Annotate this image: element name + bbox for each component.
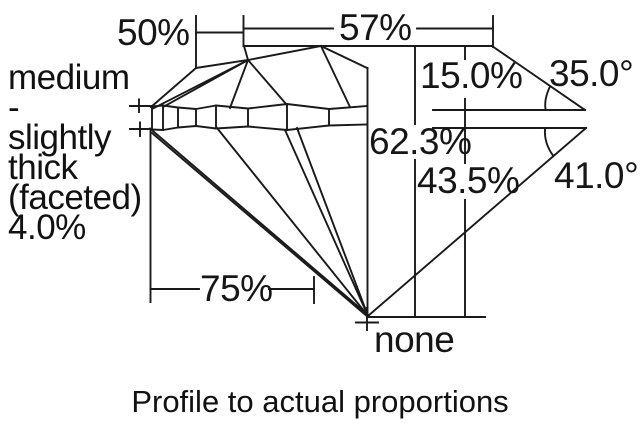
girdle-tick-marks bbox=[129, 98, 152, 137]
crown-facets bbox=[149, 44, 369, 110]
girdle-description-line: - bbox=[8, 88, 20, 127]
girdle-description-line: medium bbox=[8, 58, 130, 97]
girdle-description: medium - slightly thick (faceted) 4.0% bbox=[8, 58, 142, 247]
profile-outline bbox=[243, 44, 588, 318]
star-length-label: 50% bbox=[117, 12, 190, 53]
pavilion-depth-label: 43.5% bbox=[417, 160, 520, 201]
girdle-description-line: 4.0% bbox=[8, 208, 86, 247]
table-size-label: 57% bbox=[339, 7, 412, 48]
girdle-description-line: slightly bbox=[8, 118, 111, 157]
star-length-dimension bbox=[195, 15, 244, 69]
culet-label: none bbox=[374, 319, 455, 360]
pavilion-facets bbox=[148, 126, 370, 319]
depth-measure-lines bbox=[366, 45, 486, 318]
total-depth-label: 62.3% bbox=[369, 121, 472, 162]
girdle-description-line: (faceted) bbox=[8, 178, 142, 217]
lower-girdle-label: 75% bbox=[200, 268, 273, 309]
pavilion-angle-label: 41.0° bbox=[554, 155, 639, 196]
girdle-description-line: thick bbox=[8, 148, 78, 187]
crown-angle-mark bbox=[544, 85, 552, 111]
lower-girdle-dimension bbox=[149, 129, 315, 304]
table-dimension bbox=[242, 15, 494, 48]
pavilion-angle-mark bbox=[543, 127, 555, 157]
crown-angle-label: 35.0° bbox=[549, 53, 634, 94]
crown-height-label: 15.0% bbox=[420, 55, 523, 96]
girdle-band bbox=[150, 103, 369, 131]
culet-mark bbox=[355, 307, 379, 331]
diagram-caption: Profile to actual proportions bbox=[131, 384, 509, 419]
